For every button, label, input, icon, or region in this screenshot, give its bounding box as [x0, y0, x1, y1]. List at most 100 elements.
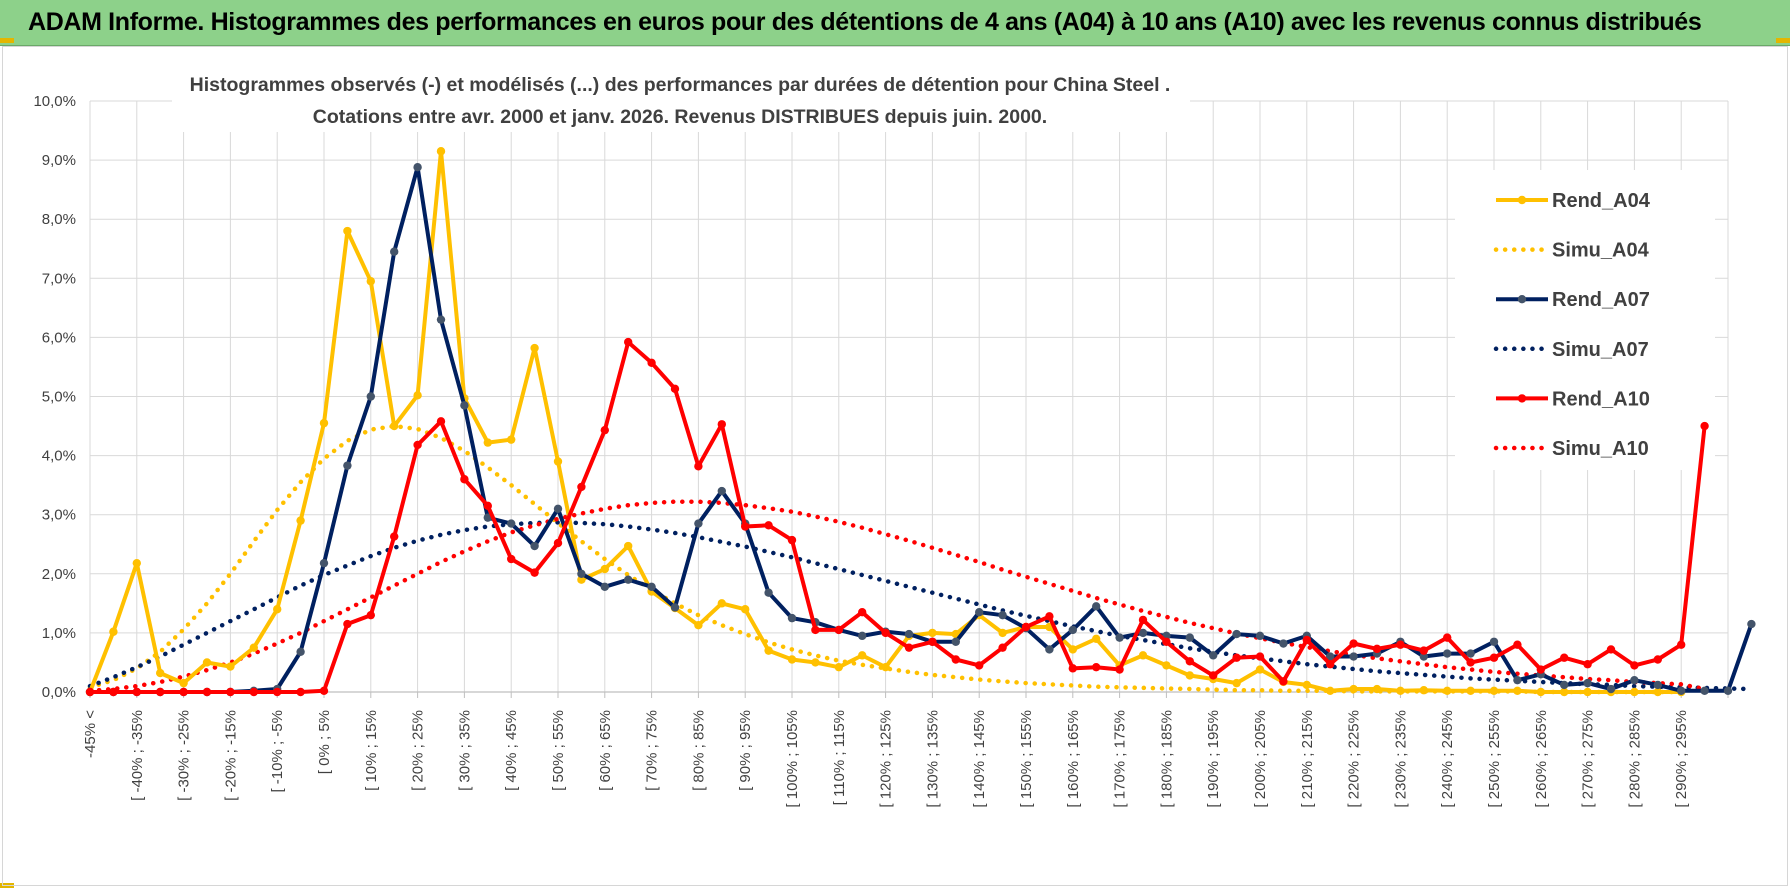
point-Rend_A04 [787, 655, 797, 664]
point-Rend_A07 [1115, 633, 1124, 642]
point-Rend_A04 [1185, 671, 1195, 680]
x-tick-label: [ -40% ; -35% [129, 710, 146, 801]
point-Rend_A07 [390, 247, 399, 256]
point-Rend_A07 [600, 582, 609, 592]
corner-mark-top-left [0, 38, 14, 43]
point-Rend_A07 [670, 603, 680, 612]
x-tick-label: [ 150% ; 155% [1018, 710, 1035, 808]
line-Rend_A07 [90, 165, 1754, 694]
x-axis-ticks: -45% < [ -40% ; -35% [ -30% ; -25% [ -20% ;… [82, 710, 1690, 808]
legend-label-Simu_A04: Simu_A04 [1552, 240, 1650, 262]
point-Rend_A07 [319, 558, 329, 568]
x-tick-label: [ 30% ; 35% [456, 710, 473, 791]
point-Rend_A10 [1349, 639, 1358, 648]
point-Rend_A07 [1489, 637, 1499, 646]
point-Rend_A10 [764, 521, 773, 530]
point-Rend_A04 [1560, 687, 1569, 697]
point-Rend_A10 [202, 687, 212, 697]
point-Rend_A04 [132, 558, 141, 568]
point-Rend_A10 [156, 687, 165, 697]
legend-label-Rend_A04: Rend_A04 [1552, 190, 1651, 212]
x-tick-label: [ 80% ; 85% [690, 710, 707, 791]
point-Rend_A07 [1677, 686, 1686, 696]
point-Rend_A04 [1326, 686, 1335, 696]
legend-label-Simu_A07: Simu_A07 [1552, 339, 1649, 361]
point-Rend_A07 [1419, 652, 1429, 661]
point-Rend_A10 [460, 475, 469, 484]
point-Rend_A10 [343, 619, 352, 629]
point-Rend_A07 [1349, 652, 1358, 661]
x-tick-label: [ 280% ; 285% [1626, 710, 1643, 808]
point-Rend_A04 [1489, 686, 1499, 696]
point-Rend_A10 [834, 625, 843, 635]
point-Rend_A07 [1443, 649, 1452, 658]
point-Rend_A04 [1396, 686, 1405, 696]
point-Rend_A07 [1255, 631, 1265, 641]
point-Rend_A10 [1466, 658, 1475, 667]
point-Rend_A10 [624, 337, 633, 347]
x-tick-label: [ 220% ; 225% [1346, 710, 1363, 808]
point-Rend_A04 [1419, 686, 1429, 695]
point-Rend_A07 [998, 610, 1007, 620]
y-tick-label: 9,0% [42, 152, 76, 169]
x-tick-label: [ 120% ; 125% [878, 710, 895, 808]
point-Rend_A10 [600, 425, 609, 435]
point-Rend_A07 [366, 392, 375, 401]
point-Rend_A10 [1677, 640, 1686, 649]
y-tick-label: 10,0% [33, 93, 76, 110]
point-Rend_A04 [156, 668, 165, 678]
point-Rend_A07 [1045, 645, 1054, 654]
point-Rend_A07 [787, 613, 797, 623]
x-tick-label: [ 270% ; 275% [1580, 710, 1597, 808]
y-tick-label: 2,0% [42, 566, 76, 583]
x-tick-label: [ 190% ; 195% [1205, 710, 1222, 808]
point-Rend_A04 [296, 516, 305, 525]
point-Rend_A04 [179, 678, 188, 688]
point-Rend_A07 [1583, 678, 1592, 688]
point-Rend_A04 [1255, 665, 1265, 674]
x-tick-label: [ 140% ; 145% [971, 710, 988, 808]
point-Rend_A04 [1443, 686, 1452, 696]
point-Rend_A10 [1326, 660, 1335, 669]
y-tick-label: 8,0% [42, 211, 76, 228]
point-Rend_A10 [1232, 653, 1241, 662]
point-Rend_A10 [928, 637, 937, 646]
point-Rend_A10 [85, 687, 95, 697]
series-Simu_A10 [87, 499, 1707, 694]
point-Rend_A04 [553, 457, 563, 466]
point-Rend_A07 [904, 629, 914, 639]
point-Rend_A10 [366, 610, 375, 620]
point-Rend_A07 [1138, 628, 1148, 638]
x-tick-label: [ 200% ; 205% [1252, 710, 1269, 808]
chart-title-line-1: Histogrammes observés (-) et modélisés (… [190, 74, 1171, 96]
series-Simu_A07 [87, 520, 1754, 692]
chart-series [85, 147, 1756, 697]
point-Rend_A10 [1162, 637, 1171, 646]
series-Rend_A10 [85, 337, 1709, 697]
point-Rend_A07 [1185, 633, 1195, 642]
point-Rend_A10 [694, 462, 703, 471]
point-Rend_A04 [343, 226, 352, 236]
point-Rend_A10 [1068, 664, 1078, 673]
point-Rend_A10 [553, 538, 563, 548]
legend-label-Rend_A07: Rend_A07 [1552, 289, 1650, 311]
point-Rend_A10 [1443, 633, 1452, 642]
point-Rend_A10 [507, 554, 516, 564]
point-Rend_A07 [1326, 652, 1335, 661]
x-tick-label: [ 160% ; 165% [1065, 710, 1082, 808]
point-Rend_A04 [319, 418, 329, 428]
point-Rend_A04 [390, 421, 399, 431]
point-Rend_A10 [1536, 665, 1546, 674]
point-Rend_A04 [881, 662, 890, 672]
point-Rend_A04 [1466, 686, 1475, 696]
report-banner: ADAM Informe. Histogrammes des performan… [0, 0, 1790, 46]
point-Rend_A04 [764, 646, 773, 655]
point-Rend_A10 [1138, 615, 1148, 625]
point-Rend_A04 [1349, 684, 1358, 694]
chart-title-background [172, 64, 1190, 132]
point-Rend_A10 [1115, 665, 1124, 674]
point-Rend_A10 [1302, 635, 1312, 645]
point-Rend_A04 [1232, 678, 1241, 688]
y-tick-label: 4,0% [42, 448, 76, 465]
